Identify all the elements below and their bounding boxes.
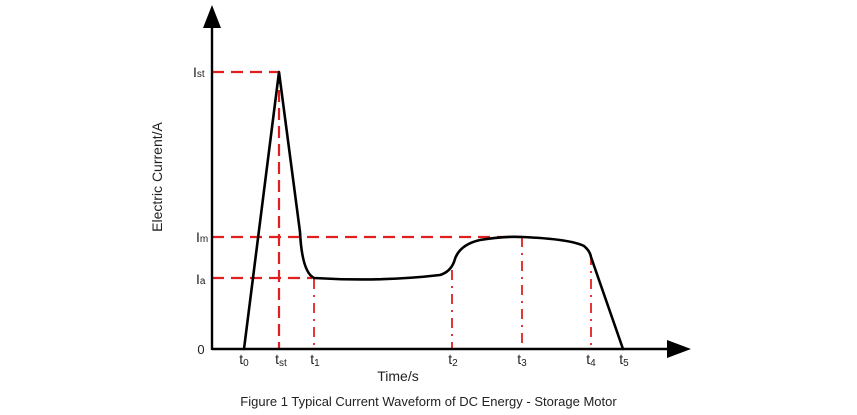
x-tick-label-t5: t5	[619, 351, 629, 369]
x-tick-label-t0: t0	[239, 351, 249, 369]
x-axis-arrow	[667, 340, 691, 358]
y-axis-arrow	[203, 5, 221, 28]
current-waveform-curve	[242, 70, 625, 351]
figure-caption: Figure 1 Typical Current Waveform of DC …	[240, 394, 617, 409]
origin-label: 0	[197, 342, 204, 357]
x-axis-title: Time/s	[377, 368, 418, 384]
y-axis-title: Electric Current/A	[149, 121, 165, 231]
x-tick-label-t3: t3	[517, 351, 527, 369]
x-tick-label-t4: t4	[586, 351, 596, 369]
x-tick-label-t1: t1	[310, 351, 320, 369]
y-tick-label-im: Im	[196, 229, 208, 245]
y-tick-label-ist: Ist	[193, 64, 205, 80]
x-tick-label-tst: tst	[275, 351, 287, 369]
x-tick-label-t2: t2	[448, 351, 458, 369]
y-tick-label-ia: Ia	[196, 271, 206, 287]
